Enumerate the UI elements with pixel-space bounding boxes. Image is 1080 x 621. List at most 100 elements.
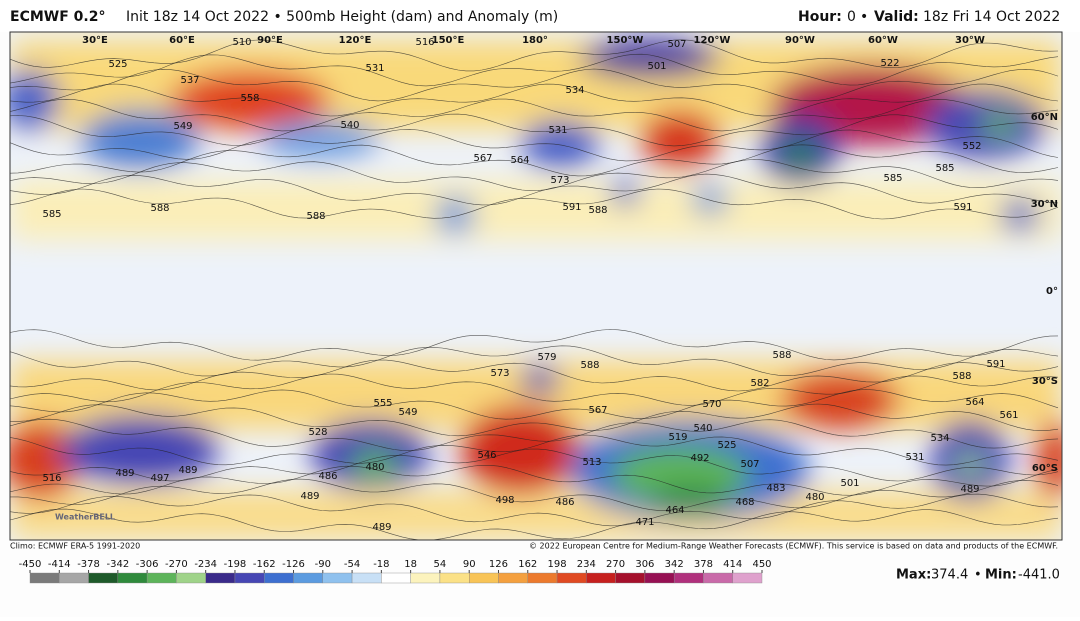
colorbar-cell: [234, 572, 265, 584]
contour-line: [10, 113, 1059, 147]
colorbar-cell: [381, 572, 411, 584]
contour-label: 591: [562, 202, 581, 213]
colorbar-tick-label: 450: [752, 559, 771, 570]
contour-label: 486: [555, 497, 574, 508]
colorbar-tick-label: -450: [19, 559, 42, 570]
colorbar-cell: [615, 572, 646, 584]
contour-line: [10, 128, 1059, 162]
colorbar-tick-label: -198: [224, 559, 247, 570]
contour-label: 468: [735, 497, 754, 508]
contour-label: 497: [150, 473, 169, 484]
colorbar-tick-label: -378: [77, 559, 100, 570]
longitude-label: 90°E: [257, 35, 283, 46]
contour-label: 534: [565, 85, 584, 96]
colorbar: -450 -414 -378 -342 -306 -270 -234 -198 -162 -126…: [19, 559, 772, 584]
contour-label: 489: [960, 484, 979, 495]
longitude-label: 150°W: [607, 35, 644, 46]
contour-line: [10, 418, 1059, 451]
colorbar-tick-label: -90: [315, 559, 331, 570]
latitude-label: 60°N: [1031, 112, 1058, 123]
colorbar-tick-label: -162: [253, 559, 276, 570]
colorbar-cell: [527, 572, 558, 584]
contour-line: [10, 53, 1059, 87]
contour-label: 531: [905, 452, 924, 463]
contour-label: 585: [42, 209, 61, 220]
colorbar-tick-label: -342: [106, 559, 129, 570]
colorbar-cell: [59, 572, 89, 584]
colorbar-tick-label: 306: [635, 559, 654, 570]
colorbar-cell: [205, 572, 236, 584]
contour-label: 516: [42, 473, 61, 484]
contour-line: [10, 465, 1059, 496]
contour-label: 471: [635, 517, 654, 528]
longitude-label: 90°W: [785, 35, 815, 46]
colorbar-tick-label: 198: [547, 559, 566, 570]
colorbar-cell: [586, 572, 616, 584]
contour-label: 540: [693, 423, 712, 434]
contour-line: [10, 188, 1059, 220]
contour-line: [10, 493, 1059, 527]
contour-line: [10, 159, 1059, 192]
contour-label: 519: [668, 432, 687, 443]
contour-line: [10, 68, 1059, 102]
colorbar-cell: [469, 572, 499, 584]
contour-line: [10, 39, 1059, 72]
anomaly-shading: [10, 38, 1062, 540]
hour-label: Hour:: [798, 9, 842, 25]
contour-label: 588: [952, 371, 971, 382]
contour-label: 489: [115, 468, 134, 479]
colorbar-cell: [293, 572, 323, 584]
min-value: -441.0: [1018, 568, 1060, 583]
colorbar-cell: [732, 572, 763, 584]
max-value: 374.4: [931, 568, 968, 583]
map-field: [10, 32, 1062, 540]
contour-label: 552: [962, 141, 981, 152]
contour-label: 564: [965, 397, 984, 408]
contour-line: [10, 144, 1059, 177]
valid-label: Valid:: [874, 9, 919, 25]
contour-label: 498: [495, 495, 514, 506]
longitude-label: 120°E: [339, 35, 372, 46]
colorbar-tick-label: 234: [577, 559, 596, 570]
colorbar-cell: [29, 572, 60, 584]
contour-label: 534: [930, 433, 949, 444]
contour-label: 564: [510, 155, 529, 166]
contour-label: 464: [665, 505, 684, 516]
colorbar-tick-label: 342: [665, 559, 684, 570]
longitude-label: 30°W: [955, 35, 985, 46]
contour-line: [10, 359, 1059, 392]
contour-lines: [10, 39, 1059, 540]
colorbar-tick-label: 378: [694, 559, 713, 570]
colorbar-tick-label: -18: [373, 559, 389, 570]
contour-label: 585: [935, 163, 954, 174]
colorbar-cell: [146, 572, 177, 584]
contour-label: 588: [150, 203, 169, 214]
colorbar-cell: [673, 572, 704, 584]
contour-label: 582: [750, 378, 769, 389]
contour-label: 555: [373, 398, 392, 409]
contour-line: [10, 508, 1059, 540]
contour-label: 585: [883, 173, 902, 184]
colorbar-cell: [117, 572, 148, 584]
contour-label: 567: [588, 405, 607, 416]
colorbar-tick-label: -306: [136, 559, 159, 570]
latitude-label: 60°S: [1032, 463, 1058, 474]
contour-label: 588: [772, 350, 791, 361]
contour-line: [10, 434, 1059, 466]
max-label: Max:: [896, 568, 931, 583]
colorbar-cell: [498, 572, 528, 584]
colorbar-cell: [703, 572, 733, 584]
contour-label: 522: [880, 58, 899, 69]
contour-label: 549: [398, 407, 417, 418]
longitude-label: 30°E: [82, 35, 108, 46]
contour-label: 549: [173, 121, 192, 132]
colorbar-cell: [322, 572, 353, 584]
colorbar-tick-label: 18: [404, 559, 417, 570]
contour-line: [10, 98, 1059, 132]
contour-label: 525: [717, 440, 736, 451]
contour-line: [10, 329, 1059, 361]
contour-label: 483: [766, 483, 785, 494]
contour-label: 531: [548, 125, 567, 136]
colorbar-cell: [439, 572, 470, 584]
